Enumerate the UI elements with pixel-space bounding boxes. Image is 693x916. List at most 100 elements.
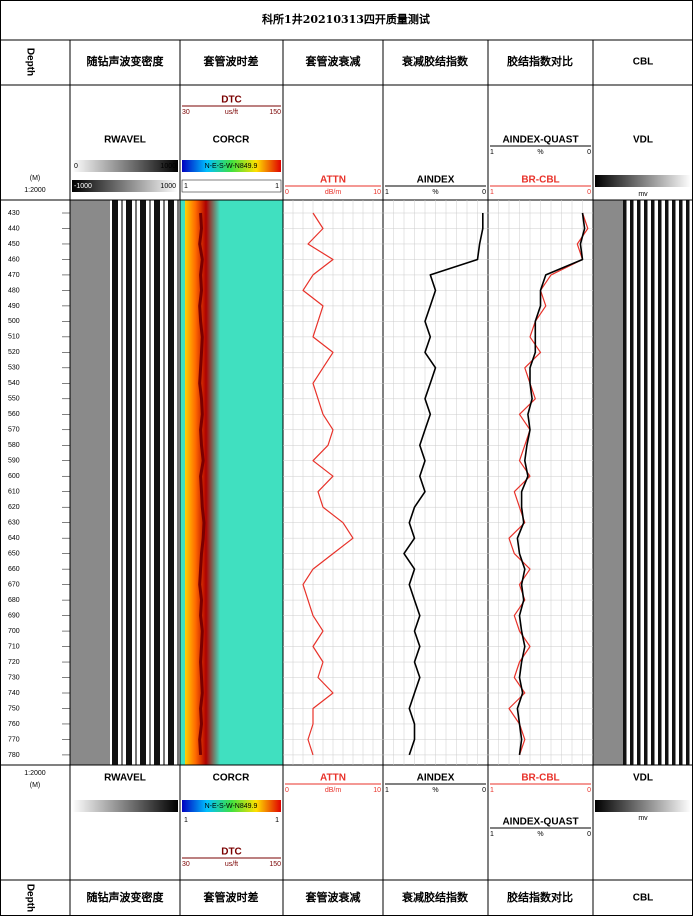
bar-label: 1000 xyxy=(160,163,176,170)
depth-unit: (M) xyxy=(30,782,41,789)
bar-label: 1 xyxy=(184,183,188,190)
curve-scale-label: 0 xyxy=(587,787,591,794)
curve-scale-label: 10 xyxy=(373,189,381,196)
color-bar xyxy=(72,800,178,812)
depth-tick-label: 660 xyxy=(8,566,20,573)
depth-label: Depth xyxy=(24,884,35,912)
track-header: RWAVEL xyxy=(104,773,146,784)
curve xyxy=(198,212,206,755)
depth-tick-label: 700 xyxy=(8,628,20,635)
curve-scale-label: 0 xyxy=(482,787,486,794)
depth-tick-label: 670 xyxy=(8,581,20,588)
depth-tick-label: 460 xyxy=(8,256,20,263)
curve-unit: us/ft xyxy=(225,109,238,116)
corcr-image xyxy=(180,200,283,765)
depth-tick-label: 510 xyxy=(8,334,20,341)
depth-scale: 1:2000 xyxy=(24,770,46,777)
depth-tick-label: 600 xyxy=(8,473,20,480)
unit: mv xyxy=(638,815,648,822)
bar-label: 0 xyxy=(74,163,78,170)
curve-name: AINDEX-QUAST xyxy=(502,135,578,146)
depth-tick-label: 620 xyxy=(8,504,20,511)
depth-tick-label: 730 xyxy=(8,674,20,681)
curve xyxy=(516,212,586,756)
depth-tick-label: 490 xyxy=(8,303,20,310)
curve-name: ATTN xyxy=(320,175,346,186)
depth-tick-label: 540 xyxy=(8,380,20,387)
track-name: 衰减胶结指数 xyxy=(401,54,469,68)
depth-tick-label: 760 xyxy=(8,721,20,728)
curve xyxy=(508,212,589,756)
depth-tick-label: 690 xyxy=(8,612,20,619)
curve-name: DTC xyxy=(221,847,242,858)
curve-scale-label: 0 xyxy=(285,189,289,196)
track-name: 衰减胶结指数 xyxy=(401,890,469,904)
curve-scale-label: 30 xyxy=(182,861,190,868)
color-bar xyxy=(595,175,691,187)
color-bar xyxy=(595,800,691,812)
track-header: RWAVEL xyxy=(104,135,146,146)
track-name: 套管波时差 xyxy=(204,890,259,904)
curve-unit: % xyxy=(537,149,543,156)
curve-scale-label: 0 xyxy=(285,787,289,794)
depth-tick-label: 650 xyxy=(8,550,20,557)
bar-label: -1000 xyxy=(74,183,92,190)
curve-scale-label: 0 xyxy=(587,189,591,196)
depth-label: Depth xyxy=(24,48,35,76)
curve-name: AINDEX-QUAST xyxy=(502,817,578,828)
depth-tick-label: 550 xyxy=(8,396,20,403)
curve-scale-label: 0 xyxy=(587,149,591,156)
depth-tick-label: 480 xyxy=(8,287,20,294)
track-name: CBL xyxy=(633,57,654,68)
depth-tick-label: 430 xyxy=(8,210,20,217)
curve-scale-label: 1 xyxy=(490,787,494,794)
curve-scale-label: 10 xyxy=(373,787,381,794)
curve-unit: dB/m xyxy=(325,787,342,794)
depth-tick-label: 640 xyxy=(8,535,20,542)
track-name: 套管波时差 xyxy=(204,54,259,68)
track-name: 胶结指数对比 xyxy=(507,890,573,904)
depth-tick-label: 720 xyxy=(8,659,20,666)
track-name: 套管波衰减 xyxy=(306,54,361,68)
curve-name: DTC xyxy=(221,95,242,106)
curve-unit: dB/m xyxy=(325,189,342,196)
depth-tick-label: 630 xyxy=(8,520,20,527)
depth-tick-label: 590 xyxy=(8,458,20,465)
depth-tick-label: 740 xyxy=(8,690,20,697)
color-bar xyxy=(72,160,178,172)
curve-scale-label: 1 xyxy=(490,831,494,838)
depth-tick-label: 530 xyxy=(8,365,20,372)
vdl-image xyxy=(593,200,693,765)
track-header: VDL xyxy=(633,135,653,146)
depth-tick-label: 520 xyxy=(8,349,20,356)
track-name: 随钻声波变密度 xyxy=(87,890,165,904)
rwavel-image xyxy=(70,200,180,765)
curve-scale-label: 30 xyxy=(182,109,190,116)
curve-scale-label: 150 xyxy=(269,861,281,868)
curve-name: AINDEX xyxy=(417,773,455,784)
unit: mv xyxy=(638,191,648,198)
curve-scale-label: 0 xyxy=(587,831,591,838)
bar-text: N-E-S-W-N849.9 xyxy=(205,803,258,810)
depth-tick-label: 580 xyxy=(8,442,20,449)
track-header: CORCR xyxy=(213,135,250,146)
color-bar xyxy=(182,160,281,172)
depth-tick-label: 610 xyxy=(8,489,20,496)
depth-tick-label: 680 xyxy=(8,597,20,604)
curve-scale-label: 1 xyxy=(490,149,494,156)
curve-name: ATTN xyxy=(320,773,346,784)
track-header: VDL xyxy=(633,773,653,784)
curve-scale-label: 1 xyxy=(385,787,389,794)
curve-unit: % xyxy=(537,831,543,838)
scale-box xyxy=(181,179,282,193)
track-name: 套管波衰减 xyxy=(306,890,361,904)
depth-tick-label: 750 xyxy=(8,705,20,712)
color-bar xyxy=(182,800,281,812)
track-header: CORCR xyxy=(213,773,250,784)
track-name: 胶结指数对比 xyxy=(507,54,573,68)
title: 科所1井20210313四开质量测试 xyxy=(262,12,430,26)
bar-text: N-E-S-W-N849.9 xyxy=(205,163,258,170)
curve xyxy=(403,213,484,756)
